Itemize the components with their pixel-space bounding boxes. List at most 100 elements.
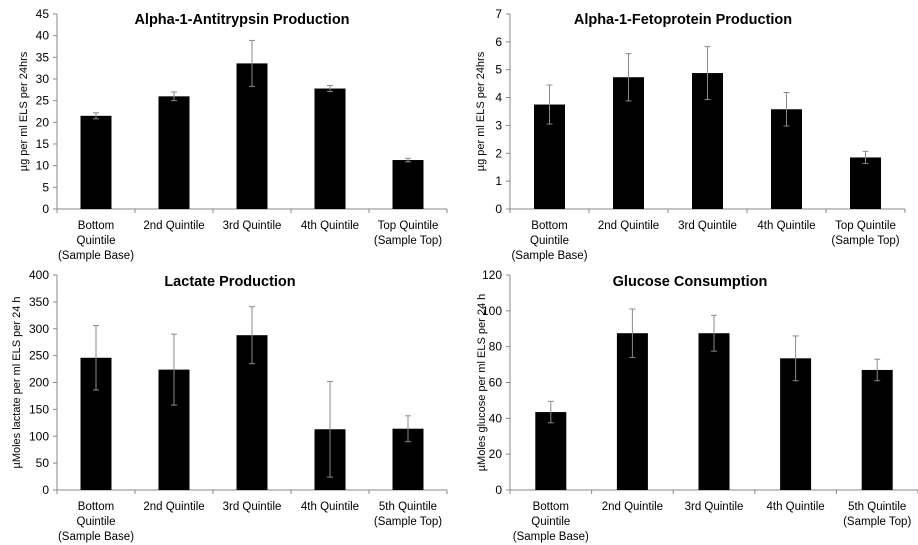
x-tick-label-line: Quintile xyxy=(77,516,116,528)
bar xyxy=(698,333,730,490)
y-tick-label: 5 xyxy=(495,63,502,77)
chart-title: Glucose Consumption xyxy=(613,274,768,290)
x-tick-label: Top Quintile (Sample Top) xyxy=(831,220,899,247)
x-tick-label-line: Bottom xyxy=(78,220,114,232)
bar xyxy=(158,96,190,209)
y-tick-label: 120 xyxy=(482,268,502,282)
x-tick-label: 2nd Quintile xyxy=(598,220,659,232)
x-tick-label-line: 4th Quintile xyxy=(757,220,815,232)
bar xyxy=(314,88,346,209)
x-tick-label-line: 3rd Quintile xyxy=(685,501,744,513)
chart-1: Alpha-1-Antitrypsin Production µg per ml … xyxy=(18,7,448,262)
y-tick-label: 15 xyxy=(36,137,50,151)
x-tick-label: 3rd Quintile xyxy=(223,501,282,513)
x-tick-label-line: (Sample Base) xyxy=(58,531,134,543)
x-tick-label-line: 4th Quintile xyxy=(301,220,359,232)
y-tick-label: 350 xyxy=(29,295,49,309)
y-tick-label: 40 xyxy=(489,411,503,425)
x-tick-label: 4th Quintile xyxy=(301,220,359,232)
x-tick-label-line: (Sample Top) xyxy=(831,235,899,247)
x-tick-label-line: (Sample Base) xyxy=(513,531,589,543)
x-tick-label-line: 5th Quintile xyxy=(379,501,437,513)
y-tick-label: 3 xyxy=(495,118,502,132)
x-tick-label-line: 2nd Quintile xyxy=(143,501,204,513)
y-axis-label: µMoles glucose per ml ELS per 24 h xyxy=(476,294,488,472)
x-tick-label-line: Bottom xyxy=(531,220,567,232)
bar xyxy=(236,63,268,210)
x-tick-label-line: Quintile xyxy=(531,516,570,528)
y-tick-label: 80 xyxy=(489,340,503,354)
y-tick-label: 40 xyxy=(36,29,50,43)
x-tick-label-line: 2nd Quintile xyxy=(143,220,204,232)
chart-title: Lactate Production xyxy=(164,274,295,290)
chart-2: Alpha-1-Fetoprotein Production µg per ml … xyxy=(475,7,906,262)
x-tick-label-line: (Sample Base) xyxy=(58,250,134,262)
x-tick-label: Top Quintile (Sample Top) xyxy=(374,220,442,247)
y-tick-label: 6 xyxy=(495,35,502,49)
y-tick-label: 30 xyxy=(36,72,50,86)
x-tick-label: 3rd Quintile xyxy=(678,220,737,232)
x-tick-label-line: (Sample Top) xyxy=(843,516,911,528)
x-tick-label: Bottom Quintile (Sample Base) xyxy=(58,220,134,262)
x-tick-label-line: (Sample Top) xyxy=(374,235,442,247)
x-tick-label-line: 2nd Quintile xyxy=(598,220,659,232)
x-tick-label: 5th Quintile (Sample Top) xyxy=(843,501,911,528)
x-tick-label: 3rd Quintile xyxy=(685,501,744,513)
y-tick-label: 400 xyxy=(29,268,49,282)
bar xyxy=(850,157,881,209)
bar xyxy=(392,160,424,209)
x-tick-label-line: 2nd Quintile xyxy=(602,501,663,513)
y-tick-label: 4 xyxy=(495,91,502,105)
y-axis-label: µg per ml ELS per 24hrs xyxy=(18,51,30,171)
y-tick-label: 0 xyxy=(495,202,502,216)
x-tick-label: Bottom Quintile (Sample Base) xyxy=(511,220,587,262)
y-tick-label: 250 xyxy=(29,349,49,363)
bar xyxy=(861,369,893,490)
y-axis-label: µMoles lactate per ml ELS per 24 h xyxy=(11,296,23,468)
y-tick-label: 35 xyxy=(36,50,50,64)
chart-title: Alpha-1-Fetoprotein Production xyxy=(574,12,792,28)
y-tick-label: 60 xyxy=(489,376,503,390)
y-tick-label: 100 xyxy=(482,304,502,318)
x-tick-label-line: 3rd Quintile xyxy=(223,501,282,513)
bar xyxy=(535,412,567,490)
y-tick-label: 45 xyxy=(36,7,50,21)
x-tick-label: 5th Quintile (Sample Top) xyxy=(374,501,442,528)
x-tick-label-line: (Sample Top) xyxy=(374,516,442,528)
x-tick-label: 4th Quintile xyxy=(767,501,825,513)
y-tick-label: 300 xyxy=(29,322,49,336)
chart-3: Lactate Production µMoles lactate per ml … xyxy=(11,268,448,543)
y-tick-label: 0 xyxy=(42,202,49,216)
x-tick-label-line: Top Quintile xyxy=(378,220,439,232)
x-tick-label: 2nd Quintile xyxy=(602,501,663,513)
x-tick-label: Bottom Quintile (Sample Base) xyxy=(513,501,589,543)
x-tick-label-line: 4th Quintile xyxy=(767,501,825,513)
chart-4: Glucose Consumption µMoles glucose per ml… xyxy=(476,268,918,543)
x-tick-label: 2nd Quintile xyxy=(143,220,204,232)
y-tick-label: 10 xyxy=(36,159,50,173)
y-axis-label: µg per ml ELS per 24hrs xyxy=(475,51,487,171)
y-tick-label: 25 xyxy=(36,94,50,108)
bar xyxy=(80,115,112,209)
y-tick-label: 1 xyxy=(495,174,502,188)
y-tick-label: 5 xyxy=(42,180,49,194)
y-tick-label: 20 xyxy=(36,115,50,129)
x-tick-label-line: 3rd Quintile xyxy=(223,220,282,232)
y-tick-label: 150 xyxy=(29,402,49,416)
chart-title: Alpha-1-Antitrypsin Production xyxy=(134,12,349,28)
y-tick-label: 7 xyxy=(495,7,502,21)
x-tick-label-line: Bottom xyxy=(78,501,114,513)
x-tick-label: Bottom Quintile (Sample Base) xyxy=(58,501,134,543)
x-tick-label-line: 4th Quintile xyxy=(301,501,359,513)
x-tick-label: 4th Quintile xyxy=(301,501,359,513)
x-tick-label-line: Top Quintile xyxy=(835,220,896,232)
y-tick-label: 0 xyxy=(495,483,502,497)
x-tick-label-line: (Sample Base) xyxy=(511,250,587,262)
y-tick-label: 50 xyxy=(36,456,50,470)
y-tick-label: 100 xyxy=(29,429,49,443)
x-tick-label-line: 5th Quintile xyxy=(848,501,906,513)
y-tick-label: 0 xyxy=(42,483,49,497)
bar xyxy=(616,333,648,490)
